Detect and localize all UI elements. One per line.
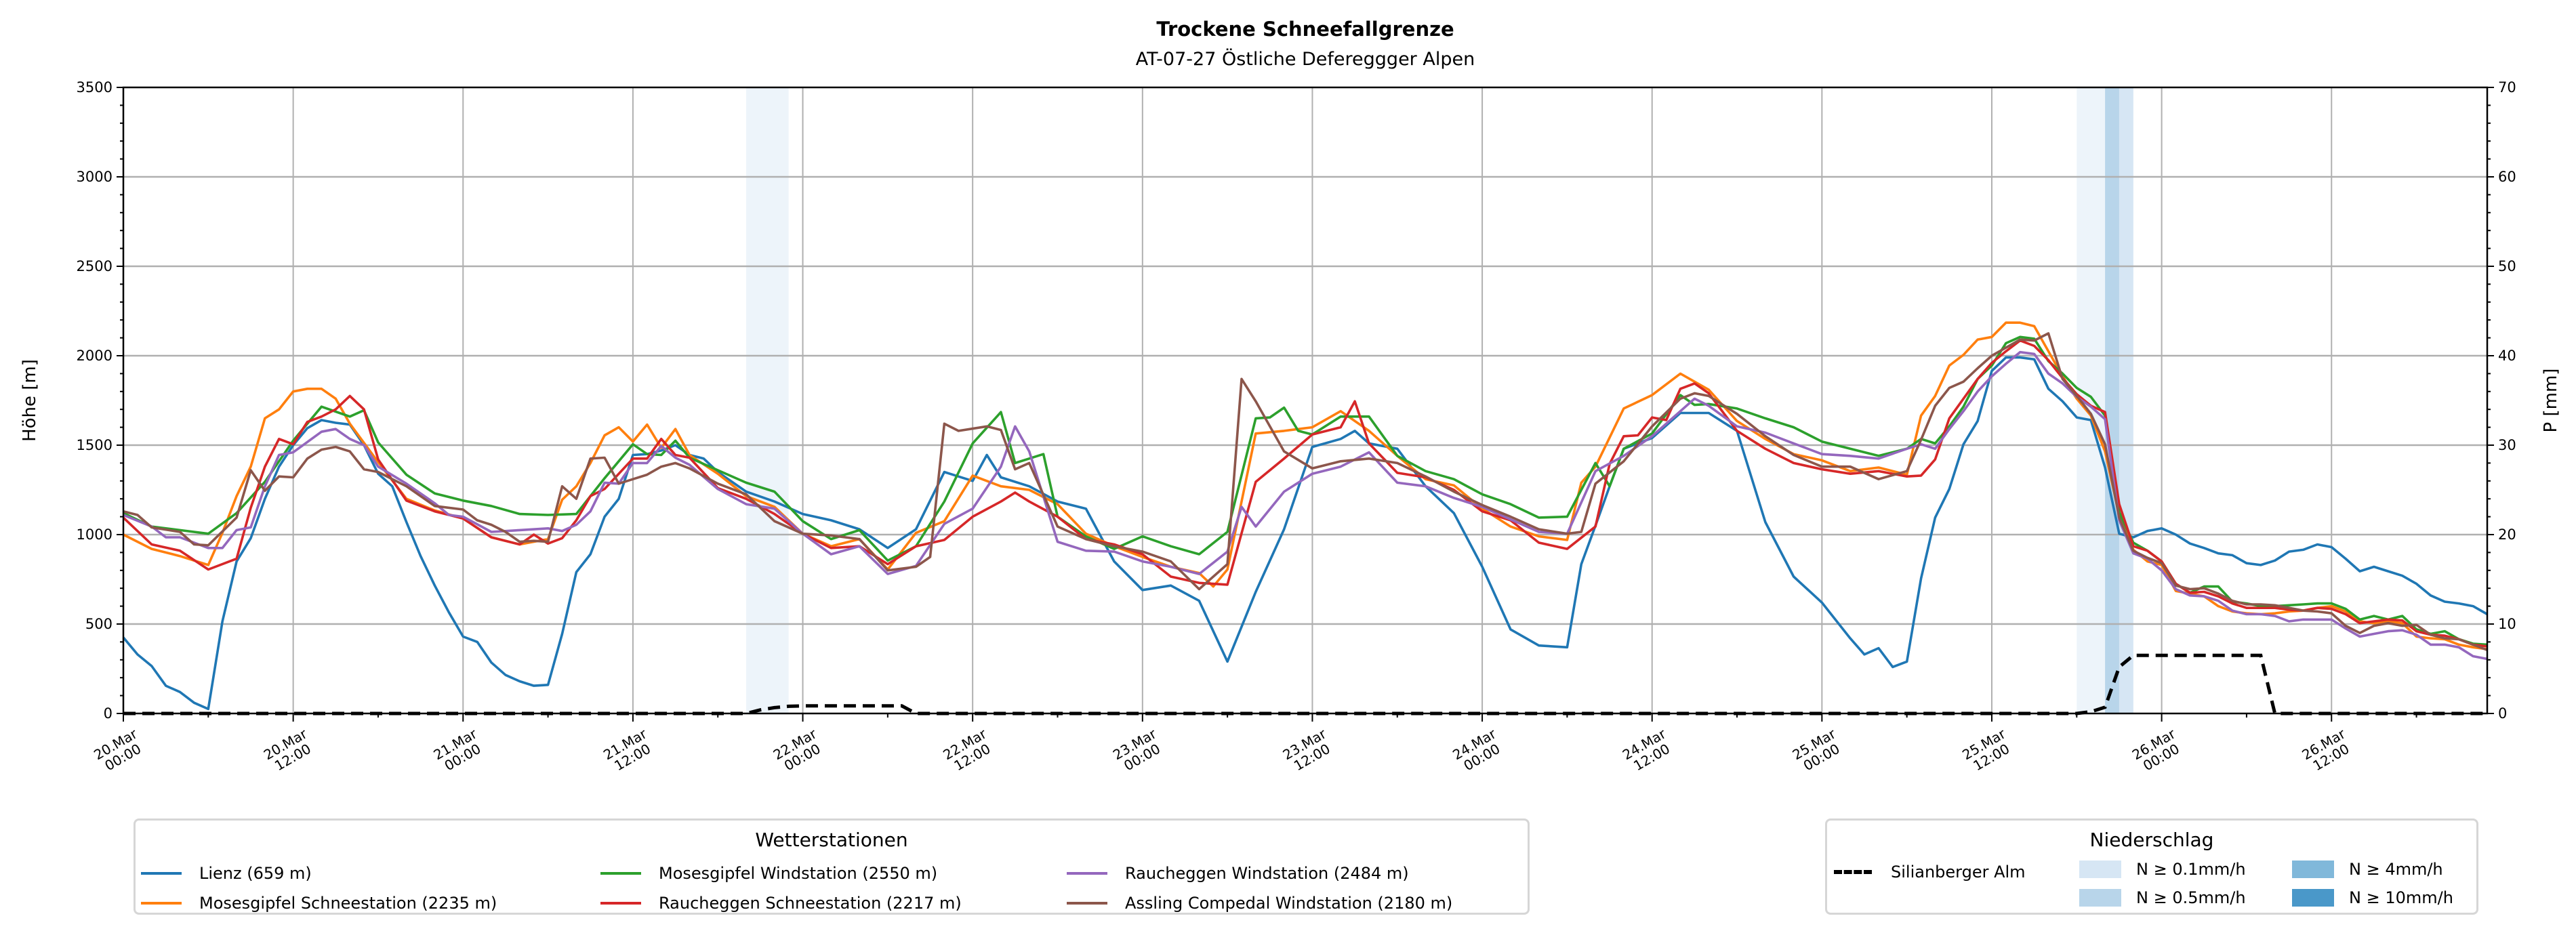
y-tick-label-right: 30 [2498, 437, 2516, 453]
stations-legend: Wetterstationen Lienz (659 m) Mosesgipfe… [134, 818, 1530, 915]
legend-item-mosesgipfel-wind: Mosesgipfel Windstation (2550 m) [600, 864, 937, 883]
chart-subtitle: AT-07-27 Östliche Defereggger Alpen [1135, 49, 1475, 70]
legend-swatch [1067, 902, 1107, 905]
legend-item-precip-0-1: N ≥ 0.1mm/h [2079, 860, 2246, 879]
y-axis-label-right: P [mm] [2541, 369, 2561, 433]
legend-swatch [1067, 872, 1107, 875]
y-tick-label-left: 2000 [77, 348, 113, 364]
legend-label: N ≥ 0.5mm/h [2136, 888, 2246, 907]
series-line-1 [123, 321, 2488, 650]
legend-swatch [141, 902, 182, 905]
series-line-0 [122, 356, 2488, 711]
legend-item-raucheggen-schnee: Raucheggen Schneestation (2217 m) [600, 894, 962, 913]
y-tick-label-right: 10 [2498, 616, 2516, 632]
series-line-3 [122, 339, 2488, 648]
y-tick-label-right: 40 [2498, 348, 2516, 364]
y-tick-label-left: 1500 [77, 437, 113, 453]
precipitation-band [2119, 87, 2133, 713]
legend-item-lienz: Lienz (659 m) [141, 864, 312, 883]
legend-swatch [2079, 861, 2121, 878]
legend-label: N ≥ 0.1mm/h [2136, 860, 2246, 879]
legend-swatch [600, 902, 641, 905]
chart-title: Trockene Schneefallgrenze [1156, 18, 1454, 41]
legend-label: Lienz (659 m) [199, 864, 312, 883]
y-tick-label-right: 60 [2498, 169, 2516, 185]
y-tick-label-left: 2500 [77, 258, 113, 274]
legend-label: Raucheggen Schneestation (2217 m) [659, 894, 962, 913]
y-tick-label-left: 1000 [77, 526, 113, 543]
legend-swatch [2292, 889, 2334, 907]
y-tick-label-right: 70 [2498, 79, 2516, 96]
legend-swatch [141, 872, 182, 875]
y-axis-label-left: Höhe [m] [20, 359, 40, 442]
series-line-2 [123, 335, 2488, 646]
legend-label: Mosesgipfel Schneestation (2235 m) [199, 894, 497, 913]
precipitation-legend: Niederschlag Silianberger Alm N ≥ 0.1mm/… [1825, 818, 2478, 915]
y-tick-label-left: 0 [104, 705, 113, 722]
y-tick-label-left: 3000 [77, 169, 113, 185]
legend-label: Raucheggen Windstation (2484 m) [1125, 864, 1409, 883]
y-tick-label-right: 50 [2498, 258, 2516, 274]
legend-swatch [2292, 861, 2334, 878]
legend-item-precip-0-5: N ≥ 0.5mm/h [2079, 888, 2246, 907]
station-series [122, 321, 2488, 711]
legend-item-silianberger-alm: Silianberger Alm [1834, 863, 2026, 882]
precipitation-bands [745, 87, 2133, 713]
legend-dash-swatch [1834, 870, 1872, 874]
legend-label: Mosesgipfel Windstation (2550 m) [659, 864, 938, 883]
legend-swatch [600, 872, 641, 875]
legend-item-raucheggen-wind: Raucheggen Windstation (2484 m) [1067, 864, 1409, 883]
y-tick-label-left: 500 [85, 616, 113, 632]
y-tick-label-right: 20 [2498, 526, 2516, 543]
legend-swatch [2079, 889, 2121, 907]
series-line-5 [123, 332, 2488, 651]
legend-label: N ≥ 4mm/h [2349, 860, 2443, 879]
precipitation-band [2105, 87, 2119, 713]
legend-item-precip-4: N ≥ 4mm/h [2292, 860, 2443, 879]
legend-item-assling: Assling Compedal Windstation (2180 m) [1067, 894, 1452, 913]
legend-label: Assling Compedal Windstation (2180 m) [1125, 894, 1453, 913]
grid-lines [123, 87, 2487, 713]
plot-frame [122, 86, 2489, 715]
legend-label: N ≥ 10mm/h [2349, 888, 2453, 907]
legend-item-precip-10: N ≥ 10mm/h [2292, 888, 2453, 907]
legend-item-mosesgipfel-schnee: Mosesgipfel Schneestation (2235 m) [141, 894, 497, 913]
y-tick-label-left: 3500 [77, 79, 113, 96]
series-line-4 [123, 350, 2488, 661]
legend-label: Silianberger Alm [1891, 863, 2026, 882]
precipitation-band [745, 87, 789, 713]
precipitation-legend-title: Niederschlag [2089, 829, 2214, 851]
stations-legend-title: Wetterstationen [755, 829, 908, 851]
y-tick-label-right: 0 [2498, 705, 2507, 722]
